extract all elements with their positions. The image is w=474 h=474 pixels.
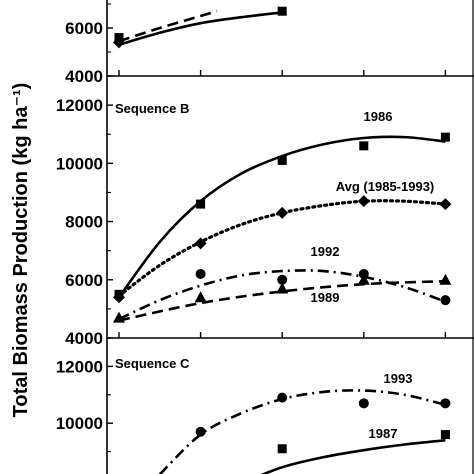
series-annotation: 1989: [311, 290, 340, 305]
square-marker: [440, 430, 450, 440]
series-annotation: 1992: [311, 244, 340, 259]
circle-marker: [358, 398, 369, 409]
y-tick-label: 4000: [65, 329, 103, 348]
panel-a: 4000 6000: [65, 0, 474, 86]
y-tick-label: 6000: [65, 271, 103, 290]
series-annotation: 1987: [369, 426, 398, 441]
panel-title: Sequence C: [115, 356, 190, 371]
series-line: [118, 9, 218, 43]
series-line: [260, 438, 446, 474]
square-marker: [277, 155, 287, 165]
triangle-marker: [113, 311, 125, 323]
y-tick-label: 8000: [65, 213, 103, 232]
triangle-marker: [357, 273, 370, 285]
diamond-marker: [113, 291, 125, 304]
square-marker: [196, 199, 206, 209]
y-tick-label: 6000: [65, 19, 103, 38]
y-tick-label: 12000: [56, 96, 103, 115]
panel-c: 10000 12000 Sequence C 1993 1987: [56, 337, 451, 474]
circle-marker: [277, 392, 288, 403]
diamond-marker: [439, 198, 452, 211]
square-marker: [359, 141, 369, 151]
circle-marker: [440, 398, 451, 409]
panel-title: Sequence B: [115, 101, 189, 116]
square-marker: [277, 6, 287, 16]
series-annotation: Avg (1985-1993): [336, 179, 435, 194]
circle-marker: [195, 426, 206, 437]
diamond-marker: [357, 195, 370, 208]
y-tick-label: 10000: [56, 414, 103, 433]
triangle-marker: [276, 282, 289, 294]
triangle-marker: [194, 291, 207, 303]
y-axis-label: Total Biomass Production (kg ha⁻¹): [10, 83, 32, 418]
panel-b: 4000 6000 8000 10000 12000 Sequence B 1986 Avg …: [56, 75, 474, 348]
diamond-marker: [276, 206, 289, 219]
plot-area: [113, 132, 452, 323]
circle-marker: [440, 295, 451, 306]
triangle-marker: [439, 273, 452, 285]
y-tick-label: 10000: [56, 154, 103, 173]
diamond-marker: [113, 36, 125, 49]
circle-marker: [195, 268, 206, 279]
series-annotation: 1986: [364, 109, 393, 124]
plot-area: [158, 389, 451, 474]
y-tick-label: 12000: [56, 357, 103, 376]
series-annotation: 1993: [384, 371, 413, 386]
circle-marker: [277, 274, 288, 285]
diamond-marker: [194, 237, 207, 250]
y-tick-label: 4000: [65, 67, 103, 86]
series-line: [158, 389, 446, 474]
square-marker: [440, 132, 450, 142]
series-line: [118, 11, 283, 47]
series-line: [118, 279, 446, 322]
square-marker: [277, 444, 287, 454]
plot-area: [113, 6, 287, 49]
